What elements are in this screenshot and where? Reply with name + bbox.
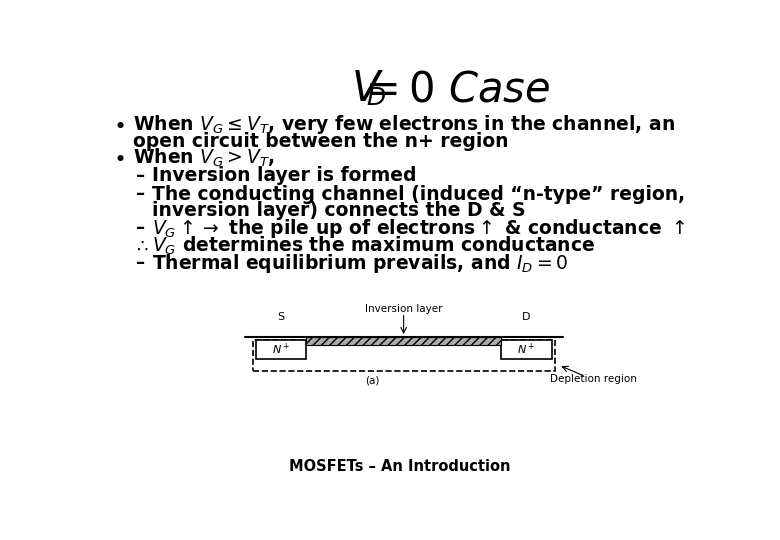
Text: The conducting channel (induced “n-type” region,: The conducting channel (induced “n-type”… <box>152 185 685 204</box>
Text: (a): (a) <box>366 375 380 386</box>
Text: –: – <box>136 167 145 185</box>
Text: –: – <box>136 185 145 203</box>
Text: S: S <box>277 312 285 322</box>
Text: Thermal equilibrium prevails, and $I_D=0$: Thermal equilibrium prevails, and $I_D=0… <box>152 252 568 275</box>
Bar <box>253 340 555 372</box>
Text: $\mathbf{\mathit{V}}$: $\mathbf{\mathit{V}}$ <box>351 69 384 111</box>
Text: $N^+$: $N^+$ <box>517 342 536 357</box>
Text: $V_G$ determines the maximum conductance: $V_G$ determines the maximum conductance <box>152 234 595 257</box>
Text: Inversion layer is formed: Inversion layer is formed <box>152 166 417 185</box>
Bar <box>256 340 306 359</box>
Text: $V_G\uparrow \rightarrow$ the pile up of electrons$\uparrow$ & conductance $\upa: $V_G\uparrow \rightarrow$ the pile up of… <box>152 217 685 240</box>
Text: $N^+$: $N^+$ <box>271 342 290 357</box>
Bar <box>502 340 551 359</box>
Text: $\mathbf{\mathit{= 0\ Case}}$: $\mathbf{\mathit{= 0\ Case}}$ <box>357 69 551 111</box>
Text: When $V_G > V_{T}$,: When $V_G > V_{T}$, <box>133 147 275 169</box>
Text: Depletion region: Depletion region <box>550 374 637 384</box>
Text: $\mathbf{\mathit{D}}$: $\mathbf{\mathit{D}}$ <box>367 86 387 110</box>
Text: inversion layer) connects the D & S: inversion layer) connects the D & S <box>152 201 525 220</box>
Text: MOSFETs – An Introduction: MOSFETs – An Introduction <box>289 459 510 474</box>
Text: Inversion layer: Inversion layer <box>365 304 442 314</box>
Bar <box>306 338 502 345</box>
Text: –: – <box>136 219 145 237</box>
Text: open circuit between the n+ region: open circuit between the n+ region <box>133 132 509 151</box>
Text: $\bullet$: $\bullet$ <box>113 115 125 135</box>
Text: $\therefore$: $\therefore$ <box>133 237 149 255</box>
Text: –: – <box>136 254 145 273</box>
Text: When $V_G \leq V_T$, very few electrons in the channel, an: When $V_G \leq V_T$, very few electrons … <box>133 113 675 137</box>
Text: $\bullet$: $\bullet$ <box>113 148 125 168</box>
Text: D: D <box>523 312 530 322</box>
